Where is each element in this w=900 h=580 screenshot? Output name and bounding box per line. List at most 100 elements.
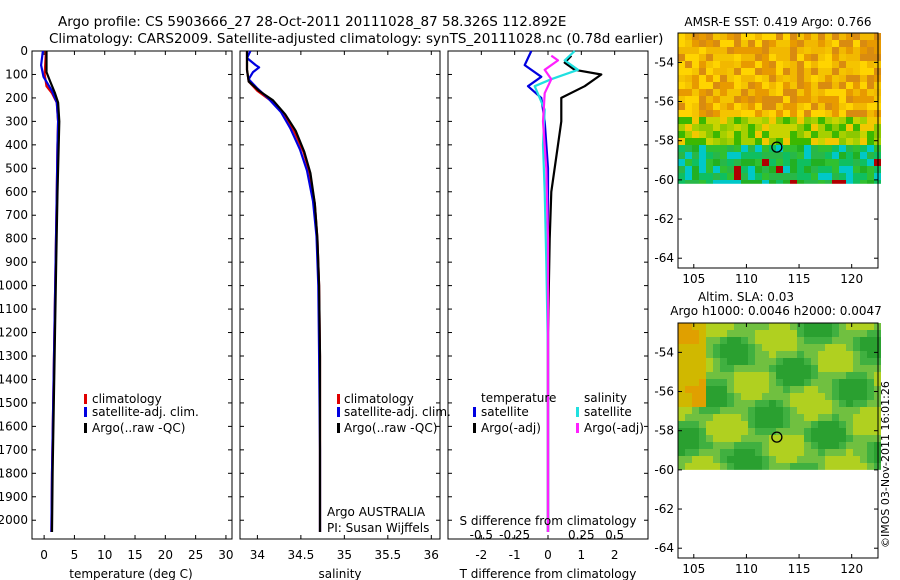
heatmap-cell <box>706 152 713 159</box>
heatmap-cell <box>755 428 762 435</box>
heatmap-cell <box>839 61 846 68</box>
heatmap-cell <box>797 173 804 180</box>
heatmap-cell <box>867 407 874 414</box>
heatmap-cell <box>713 103 720 110</box>
heatmap-cell <box>853 442 860 449</box>
heatmap-cell <box>839 138 846 145</box>
heatmap-cell <box>846 75 853 82</box>
heatmap-cell <box>867 365 874 372</box>
heatmap-cell <box>797 379 804 386</box>
heatmap-cell <box>720 463 727 470</box>
y-tick-label: 0 <box>20 44 28 58</box>
heatmap-cell <box>678 372 685 379</box>
heatmap-cell <box>699 138 706 145</box>
heatmap-cell <box>699 463 706 470</box>
heatmap-cell <box>790 131 797 138</box>
heatmap-cell <box>713 372 720 379</box>
heatmap-cell <box>762 40 769 47</box>
heatmap-cell <box>853 124 860 131</box>
heatmap-cell <box>804 463 811 470</box>
heatmap-cell <box>790 47 797 54</box>
heatmap-cell <box>832 103 839 110</box>
heatmap-cell <box>706 145 713 152</box>
salinity-profile-panel: 34 34.5 35 35.5 36 salinity <box>239 50 441 580</box>
heatmap-cell <box>790 372 797 379</box>
heatmap-cell <box>692 386 699 393</box>
heatmap-cell <box>699 33 706 40</box>
series-line-climatology <box>245 51 322 532</box>
heatmap-cell <box>818 152 825 159</box>
heatmap-cell <box>853 351 860 358</box>
heatmap-cell <box>706 159 713 166</box>
heatmap-cell <box>692 407 699 414</box>
heatmap-cell <box>804 365 811 372</box>
heatmap-cell <box>804 449 811 456</box>
heatmap-cell <box>741 54 748 61</box>
heatmap-cell <box>846 330 853 337</box>
plot-frame <box>31 50 233 540</box>
heatmap-cell <box>860 145 867 152</box>
heatmap-cell <box>678 103 685 110</box>
map-x-tick-label: 110 <box>735 272 758 286</box>
heatmap-cell <box>678 89 685 96</box>
heatmap-cell <box>832 407 839 414</box>
heatmap-cell <box>832 379 839 386</box>
heatmap-cell <box>846 40 853 47</box>
heatmap-cell <box>797 337 804 344</box>
legend-sal-satellite: satellite-adj. clim. <box>344 405 451 419</box>
heatmap-cell <box>734 152 741 159</box>
heatmap-cell <box>699 400 706 407</box>
heatmap-cell <box>797 103 804 110</box>
heatmap-cell <box>797 428 804 435</box>
heatmap-cell <box>867 117 874 124</box>
heatmap-cell <box>811 180 818 184</box>
heatmap-cell <box>741 358 748 365</box>
heatmap-cell <box>734 47 741 54</box>
heatmap-cell <box>713 449 720 456</box>
heatmap-cell <box>748 54 755 61</box>
heatmap-cell <box>832 110 839 117</box>
heatmap-cell <box>797 75 804 82</box>
heatmap-cell <box>797 138 804 145</box>
plot-frame <box>239 50 441 540</box>
heatmap-cell <box>776 400 783 407</box>
heatmap-cell <box>692 463 699 470</box>
heatmap-cell <box>727 456 734 463</box>
heatmap-cell <box>769 110 776 117</box>
heatmap-cell <box>832 117 839 124</box>
heatmap-cell <box>685 351 692 358</box>
heatmap-cell <box>825 330 832 337</box>
heatmap-cell <box>699 47 706 54</box>
heatmap-cell <box>776 442 783 449</box>
heatmap-cell <box>797 344 804 351</box>
heatmap-cell <box>769 344 776 351</box>
map-x-tick-label: 115 <box>788 562 811 576</box>
heatmap-cell <box>867 103 874 110</box>
heatmap-cell <box>706 435 713 442</box>
heatmap-cell <box>720 89 727 96</box>
heatmap-cell <box>699 96 706 103</box>
heatmap-cell <box>699 173 706 180</box>
heatmap-cell <box>825 372 832 379</box>
heatmap-cell <box>867 386 874 393</box>
y-tick-label: 800 <box>5 232 28 246</box>
heatmap-cell <box>860 96 867 103</box>
heatmap-cell <box>797 33 804 40</box>
heatmap-cell <box>832 330 839 337</box>
heatmap-cell <box>783 47 790 54</box>
heatmap-cell <box>720 124 727 131</box>
heatmap-cell <box>727 393 734 400</box>
argo-location-marker <box>771 141 783 153</box>
heatmap-cell <box>811 47 818 54</box>
heatmap-cell <box>790 351 797 358</box>
heatmap-cell <box>706 47 713 54</box>
heatmap-cell <box>818 456 825 463</box>
y-tick-label: 300 <box>5 114 28 128</box>
heatmap-cell <box>832 61 839 68</box>
heatmap-cell <box>706 330 713 337</box>
heatmap-cell <box>797 166 804 173</box>
heatmap-cell <box>762 337 769 344</box>
heatmap-cell <box>699 89 706 96</box>
heatmap-cell <box>755 173 762 180</box>
